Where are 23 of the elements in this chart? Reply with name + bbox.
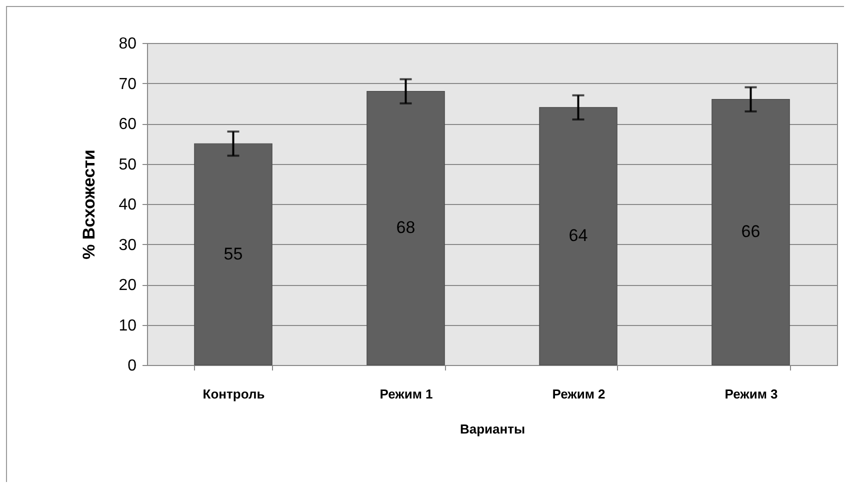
y-tick-label: 70 <box>118 76 137 93</box>
y-axis-title: % Всхожести <box>80 150 99 260</box>
bar <box>194 143 272 366</box>
y-tick-label: 30 <box>118 236 137 254</box>
y-tick-label: 80 <box>118 36 137 52</box>
bar <box>712 99 790 366</box>
data-label: 68 <box>396 218 416 238</box>
x-tick-label: Режим 3 <box>724 386 778 402</box>
y-tick-label: 50 <box>118 156 137 174</box>
bar <box>539 107 618 366</box>
y-tick-label: 40 <box>118 196 137 214</box>
data-label: 64 <box>568 226 588 246</box>
x-axis-title: Варианты <box>460 422 526 436</box>
x-tick-label: Контроль <box>202 386 265 402</box>
data-label: 66 <box>741 222 760 242</box>
x-tick-label: Режим 2 <box>552 386 606 402</box>
data-label: 55 <box>224 244 243 264</box>
y-tick-label: 20 <box>118 277 137 294</box>
y-tick-label: 0 <box>128 358 137 374</box>
y-tick-label: 10 <box>118 317 137 334</box>
y-tick-label: 60 <box>118 116 137 133</box>
bar <box>366 91 445 366</box>
x-tick-label: Режим 1 <box>380 386 433 402</box>
